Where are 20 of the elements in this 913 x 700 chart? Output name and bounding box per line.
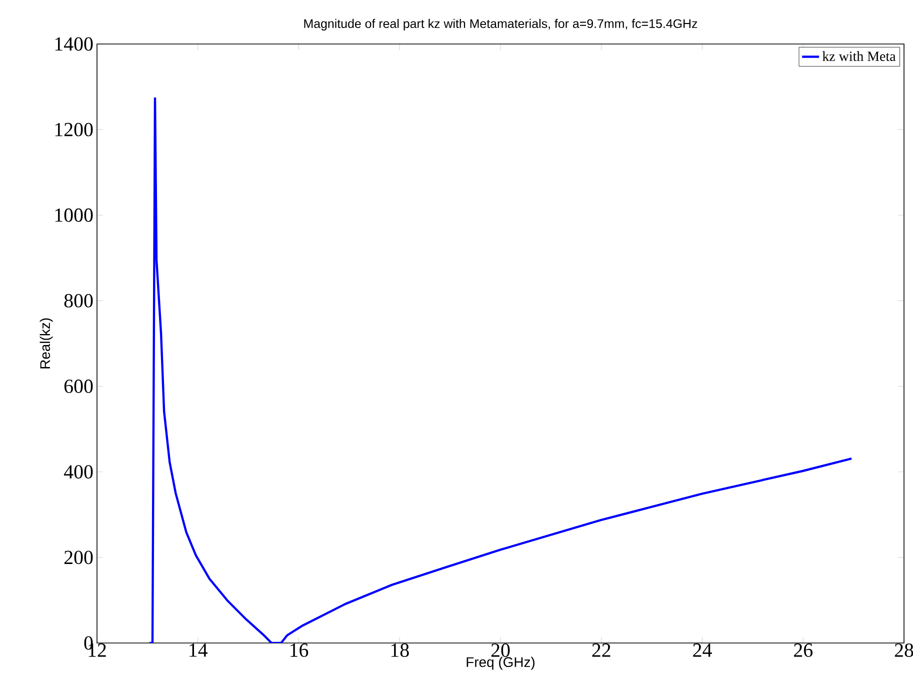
line-series [148, 97, 853, 643]
y-axis-title: Real(kz) [40, 318, 53, 368]
y-tick-label: 800 [64, 294, 93, 308]
x-axis-title: Freq (GHz) [466, 656, 534, 670]
x-tick-label: 16 [290, 644, 308, 657]
x-tick-label: 20 [491, 644, 510, 657]
y-tick-label: 400 [64, 465, 93, 479]
x-tick-label: 28 [894, 644, 913, 657]
x-tick-label: 26 [794, 644, 813, 657]
y-tick-label: 1400 [55, 37, 93, 51]
legend-label: kz with Meta [822, 51, 896, 62]
chart-title: Magnitude of real part kz with Metamaterials, for a=9.7mm, fc=15.4GHz [304, 18, 698, 30]
x-tick-label: 22 [592, 644, 610, 657]
x-tick-label: 24 [693, 644, 712, 657]
y-tick-label: 1200 [55, 122, 93, 136]
x-tick-label: 14 [190, 644, 208, 657]
x-tick-label: 18 [391, 644, 409, 657]
y-tick-label: 1000 [55, 208, 93, 222]
y-tick-label: 200 [64, 550, 93, 564]
y-tick-label: 600 [64, 380, 93, 393]
